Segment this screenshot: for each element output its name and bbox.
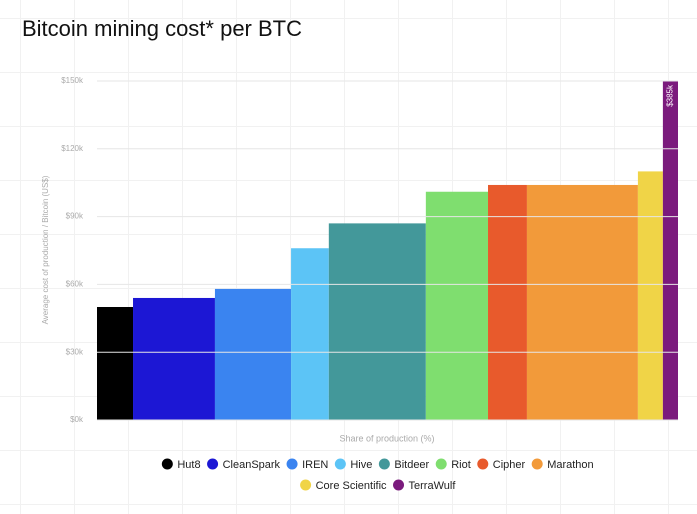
y-tick-label: $90k (66, 212, 84, 221)
legend-item: Core Scientific (300, 479, 387, 492)
bar (133, 297, 215, 420)
y-tick-label: $30k (66, 347, 84, 356)
bar (425, 191, 489, 420)
y-tick-label: $0k (70, 415, 84, 424)
legend-swatch (300, 479, 312, 491)
legend-item: Bitdeer (378, 458, 430, 471)
legend-swatch (334, 458, 346, 470)
legend-swatch (161, 458, 173, 470)
x-axis-label: Share of production (%) (339, 433, 434, 443)
legend-label: Cipher (493, 459, 526, 471)
bar (97, 307, 134, 420)
legend-label: Riot (451, 459, 471, 471)
bar (291, 248, 329, 420)
legend-swatch (207, 458, 219, 470)
value-label: $385k (666, 84, 675, 107)
legend-swatch (286, 458, 298, 470)
legend-swatch (393, 479, 405, 491)
legend-swatch (378, 458, 390, 470)
legend-item: IREN (286, 458, 328, 471)
legend-label: Marathon (547, 459, 593, 471)
plot-area (97, 81, 678, 420)
legend-swatch (531, 458, 543, 470)
bar (488, 184, 527, 420)
legend-item: Hut8 (161, 458, 201, 471)
bar (637, 171, 663, 420)
legend-label: Core Scientific (316, 480, 387, 492)
legend-item: Riot (435, 458, 471, 471)
y-tick-label: $60k (66, 280, 84, 289)
bar (328, 223, 426, 420)
y-axis-label: Average cost of production / Bitcoin (US… (41, 175, 50, 324)
legend-label: Bitdeer (394, 459, 429, 471)
bar (214, 288, 292, 420)
legend-item: Hive (334, 458, 372, 471)
legend-label: IREN (302, 459, 328, 471)
legend-label: Hive (350, 459, 372, 471)
legend-label: CleanSpark (223, 459, 281, 471)
y-tick-label: $150k (61, 76, 84, 85)
legend-swatch (435, 458, 447, 470)
legend-item: TerraWulf (393, 479, 457, 492)
legend-item: CleanSpark (207, 458, 281, 471)
legend-swatch (477, 458, 489, 470)
bar (526, 184, 638, 420)
y-tick-label: $120k (61, 144, 84, 153)
legend-label: Hut8 (177, 459, 200, 471)
legend-item: Cipher (477, 458, 526, 471)
legend-label: TerraWulf (409, 480, 457, 492)
legend-item: Marathon (531, 458, 594, 471)
chart-title: Bitcoin mining cost* per BTC (22, 16, 302, 41)
bar (662, 81, 678, 420)
